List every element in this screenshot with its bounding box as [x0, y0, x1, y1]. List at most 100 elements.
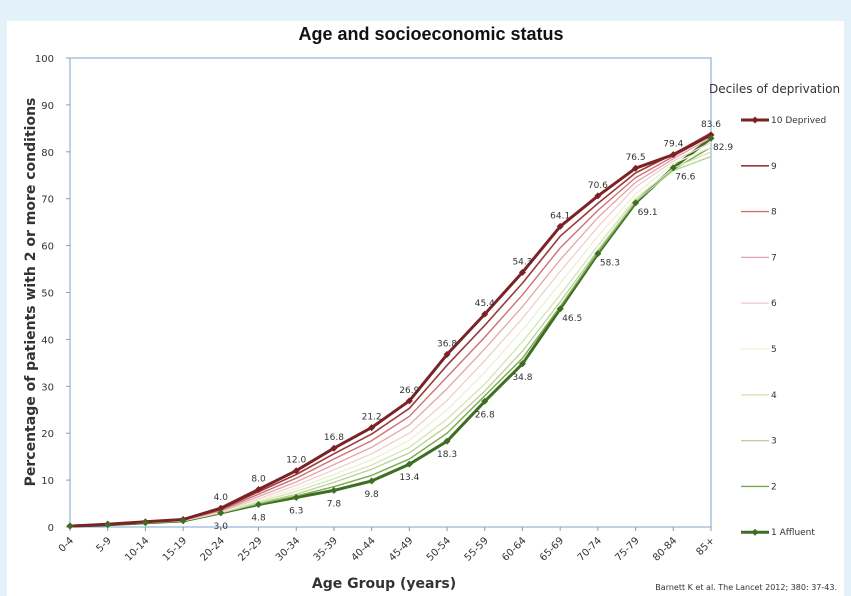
x-tick-label: 45-49 [387, 535, 415, 563]
legend-label: 3 [771, 437, 777, 447]
data-point [217, 509, 225, 517]
data-label: 70.6 [588, 181, 608, 191]
data-point [405, 460, 413, 468]
x-tick-label: 15-19 [161, 535, 189, 563]
data-point [255, 485, 263, 493]
x-tick-label: 5-9 [94, 535, 113, 554]
y-tick-label: 0 [48, 523, 54, 534]
data-point [594, 250, 602, 258]
series-line [69, 146, 712, 527]
data-label: 9.8 [364, 490, 379, 500]
y-tick-label: 100 [35, 54, 54, 65]
data-label: 54.3 [512, 257, 532, 267]
data-point [368, 477, 376, 485]
x-tick-label: 25-29 [236, 535, 264, 563]
x-tick-label: 55-59 [463, 535, 491, 563]
series-line [69, 155, 712, 527]
x-tick-label: 70-74 [576, 535, 604, 563]
y-tick-label: 90 [41, 101, 54, 112]
legend-label: 6 [771, 299, 777, 309]
data-point [518, 268, 526, 276]
data-point [632, 199, 640, 207]
legend-label: 8 [771, 208, 777, 218]
data-point [104, 521, 112, 529]
data-point [481, 310, 489, 318]
data-label: 18.3 [437, 450, 457, 460]
data-label: 4.0 [214, 493, 229, 503]
data-label: 46.5 [562, 314, 582, 324]
series-line [69, 133, 712, 528]
legend-label: 7 [771, 253, 777, 263]
data-point [141, 519, 149, 527]
data-point [518, 360, 526, 368]
x-tick-label: 50-54 [425, 535, 453, 563]
source-credit: Barnett K et al. The Lancet 2012; 380: 3… [655, 583, 837, 592]
y-tick-label: 50 [41, 289, 54, 300]
data-label: 26.9 [399, 386, 419, 396]
data-point [443, 350, 451, 358]
data-label: 83.6 [701, 120, 721, 130]
data-point [556, 222, 564, 230]
data-label: 8.0 [251, 474, 266, 484]
legend-label: 4 [771, 391, 777, 401]
data-label: 3.0 [214, 522, 229, 532]
data-label: 82.9 [713, 143, 733, 153]
data-label: 34.8 [512, 373, 532, 383]
legend: 10 Deprived 9 8 7 6 5 4 3 2 1 Affluent [741, 116, 826, 538]
data-label: 16.8 [324, 433, 344, 443]
data-point [594, 192, 602, 200]
data-point [556, 305, 564, 313]
y-tick-label: 20 [41, 429, 54, 440]
chart-panel: Age and socioeconomic status 0 10 20 30 40 50… [7, 21, 844, 596]
legend-marker [751, 528, 759, 536]
x-tick-label: 20-24 [199, 535, 227, 563]
data-label: 36.8 [437, 339, 457, 349]
y-tick-label: 30 [41, 382, 54, 393]
y-axis-title: Percentage of patients with 2 or more co… [23, 98, 39, 487]
data-point [179, 517, 187, 525]
data-label: 76.5 [626, 153, 646, 163]
data-point [255, 500, 263, 508]
data-label: 26.8 [475, 410, 495, 420]
data-label: 13.4 [399, 473, 419, 483]
line-chart: Age and socioeconomic status 01020304050… [23, 24, 840, 592]
data-point [330, 486, 338, 494]
x-tick-label: 30-34 [274, 535, 302, 563]
x-tick-label: 80-84 [651, 535, 679, 563]
series-line [69, 141, 712, 527]
data-point [292, 467, 300, 475]
data-label: 45.4 [475, 299, 495, 309]
data-label: 76.6 [675, 173, 695, 183]
y-tick-label: 10 [41, 476, 54, 487]
data-point [66, 522, 74, 530]
data-point [217, 504, 225, 512]
y-tick-label: 60 [41, 242, 54, 253]
data-point [669, 151, 677, 159]
series-line [69, 151, 712, 527]
y-tick-label: 80 [41, 148, 54, 159]
data-label: 58.3 [600, 259, 620, 269]
x-tick-label: 0-4 [57, 535, 76, 554]
legend-label: 1 Affluent [771, 528, 815, 538]
y-tick-label: 70 [41, 195, 54, 206]
data-point [405, 397, 413, 405]
x-tick-label: 40-44 [349, 535, 377, 563]
data-point [481, 397, 489, 405]
x-tick-label: 35-39 [312, 535, 340, 563]
data-point [443, 437, 451, 445]
data-point [632, 164, 640, 172]
chart-title: Age and socioeconomic status [298, 24, 563, 44]
x-tick-label: 75-79 [613, 535, 641, 563]
legend-label: 2 [771, 482, 777, 492]
data-point [707, 134, 715, 142]
data-label: 69.1 [638, 208, 658, 218]
x-axis-title: Age Group (years) [312, 576, 456, 592]
series-line [69, 146, 712, 527]
legend-label: 5 [771, 345, 777, 355]
data-label: 64.1 [550, 211, 570, 221]
legend-marker [751, 116, 759, 124]
data-label: 79.4 [663, 140, 683, 150]
x-tick-label: 85+ [694, 535, 717, 558]
legend-label: 9 [771, 162, 777, 172]
data-label: 7.8 [327, 499, 342, 509]
